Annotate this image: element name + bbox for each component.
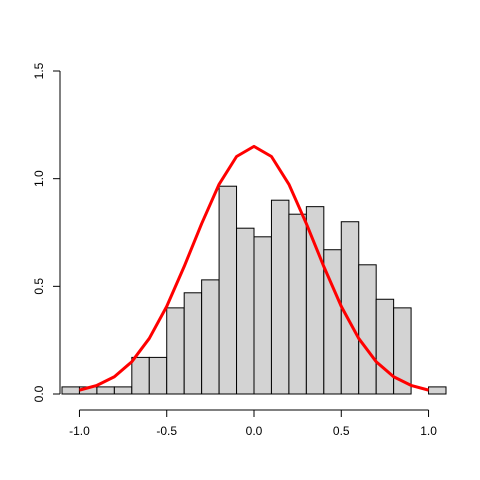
x-tick-label: -0.5 bbox=[156, 424, 177, 438]
bar bbox=[183, 292, 203, 395]
bar bbox=[428, 386, 447, 395]
bar bbox=[375, 298, 395, 395]
x-tick-label: 1.0 bbox=[420, 424, 437, 438]
bar bbox=[131, 356, 150, 395]
bar bbox=[218, 185, 238, 395]
bar bbox=[358, 264, 377, 395]
bar bbox=[201, 279, 220, 395]
x-tick-label: 0.5 bbox=[333, 424, 350, 438]
bar bbox=[340, 221, 360, 395]
y-tick-label: 0.0 bbox=[32, 385, 46, 402]
y-tick-label: 0.5 bbox=[32, 278, 46, 295]
bar bbox=[96, 386, 115, 395]
y-tick-label: 1.5 bbox=[32, 62, 46, 79]
bar bbox=[288, 213, 307, 395]
bar bbox=[113, 386, 133, 395]
bar bbox=[166, 307, 185, 395]
density-curve bbox=[79, 144, 429, 392]
bar bbox=[236, 227, 255, 395]
bar bbox=[61, 386, 80, 395]
bar bbox=[270, 199, 290, 395]
x-tick-label: 0.0 bbox=[246, 424, 263, 438]
bar bbox=[253, 236, 272, 395]
bar bbox=[393, 307, 412, 395]
bar bbox=[305, 206, 325, 395]
x-tick-label: -1.0 bbox=[69, 424, 90, 438]
y-tick-label: 1.0 bbox=[32, 170, 46, 187]
bar bbox=[148, 356, 168, 395]
